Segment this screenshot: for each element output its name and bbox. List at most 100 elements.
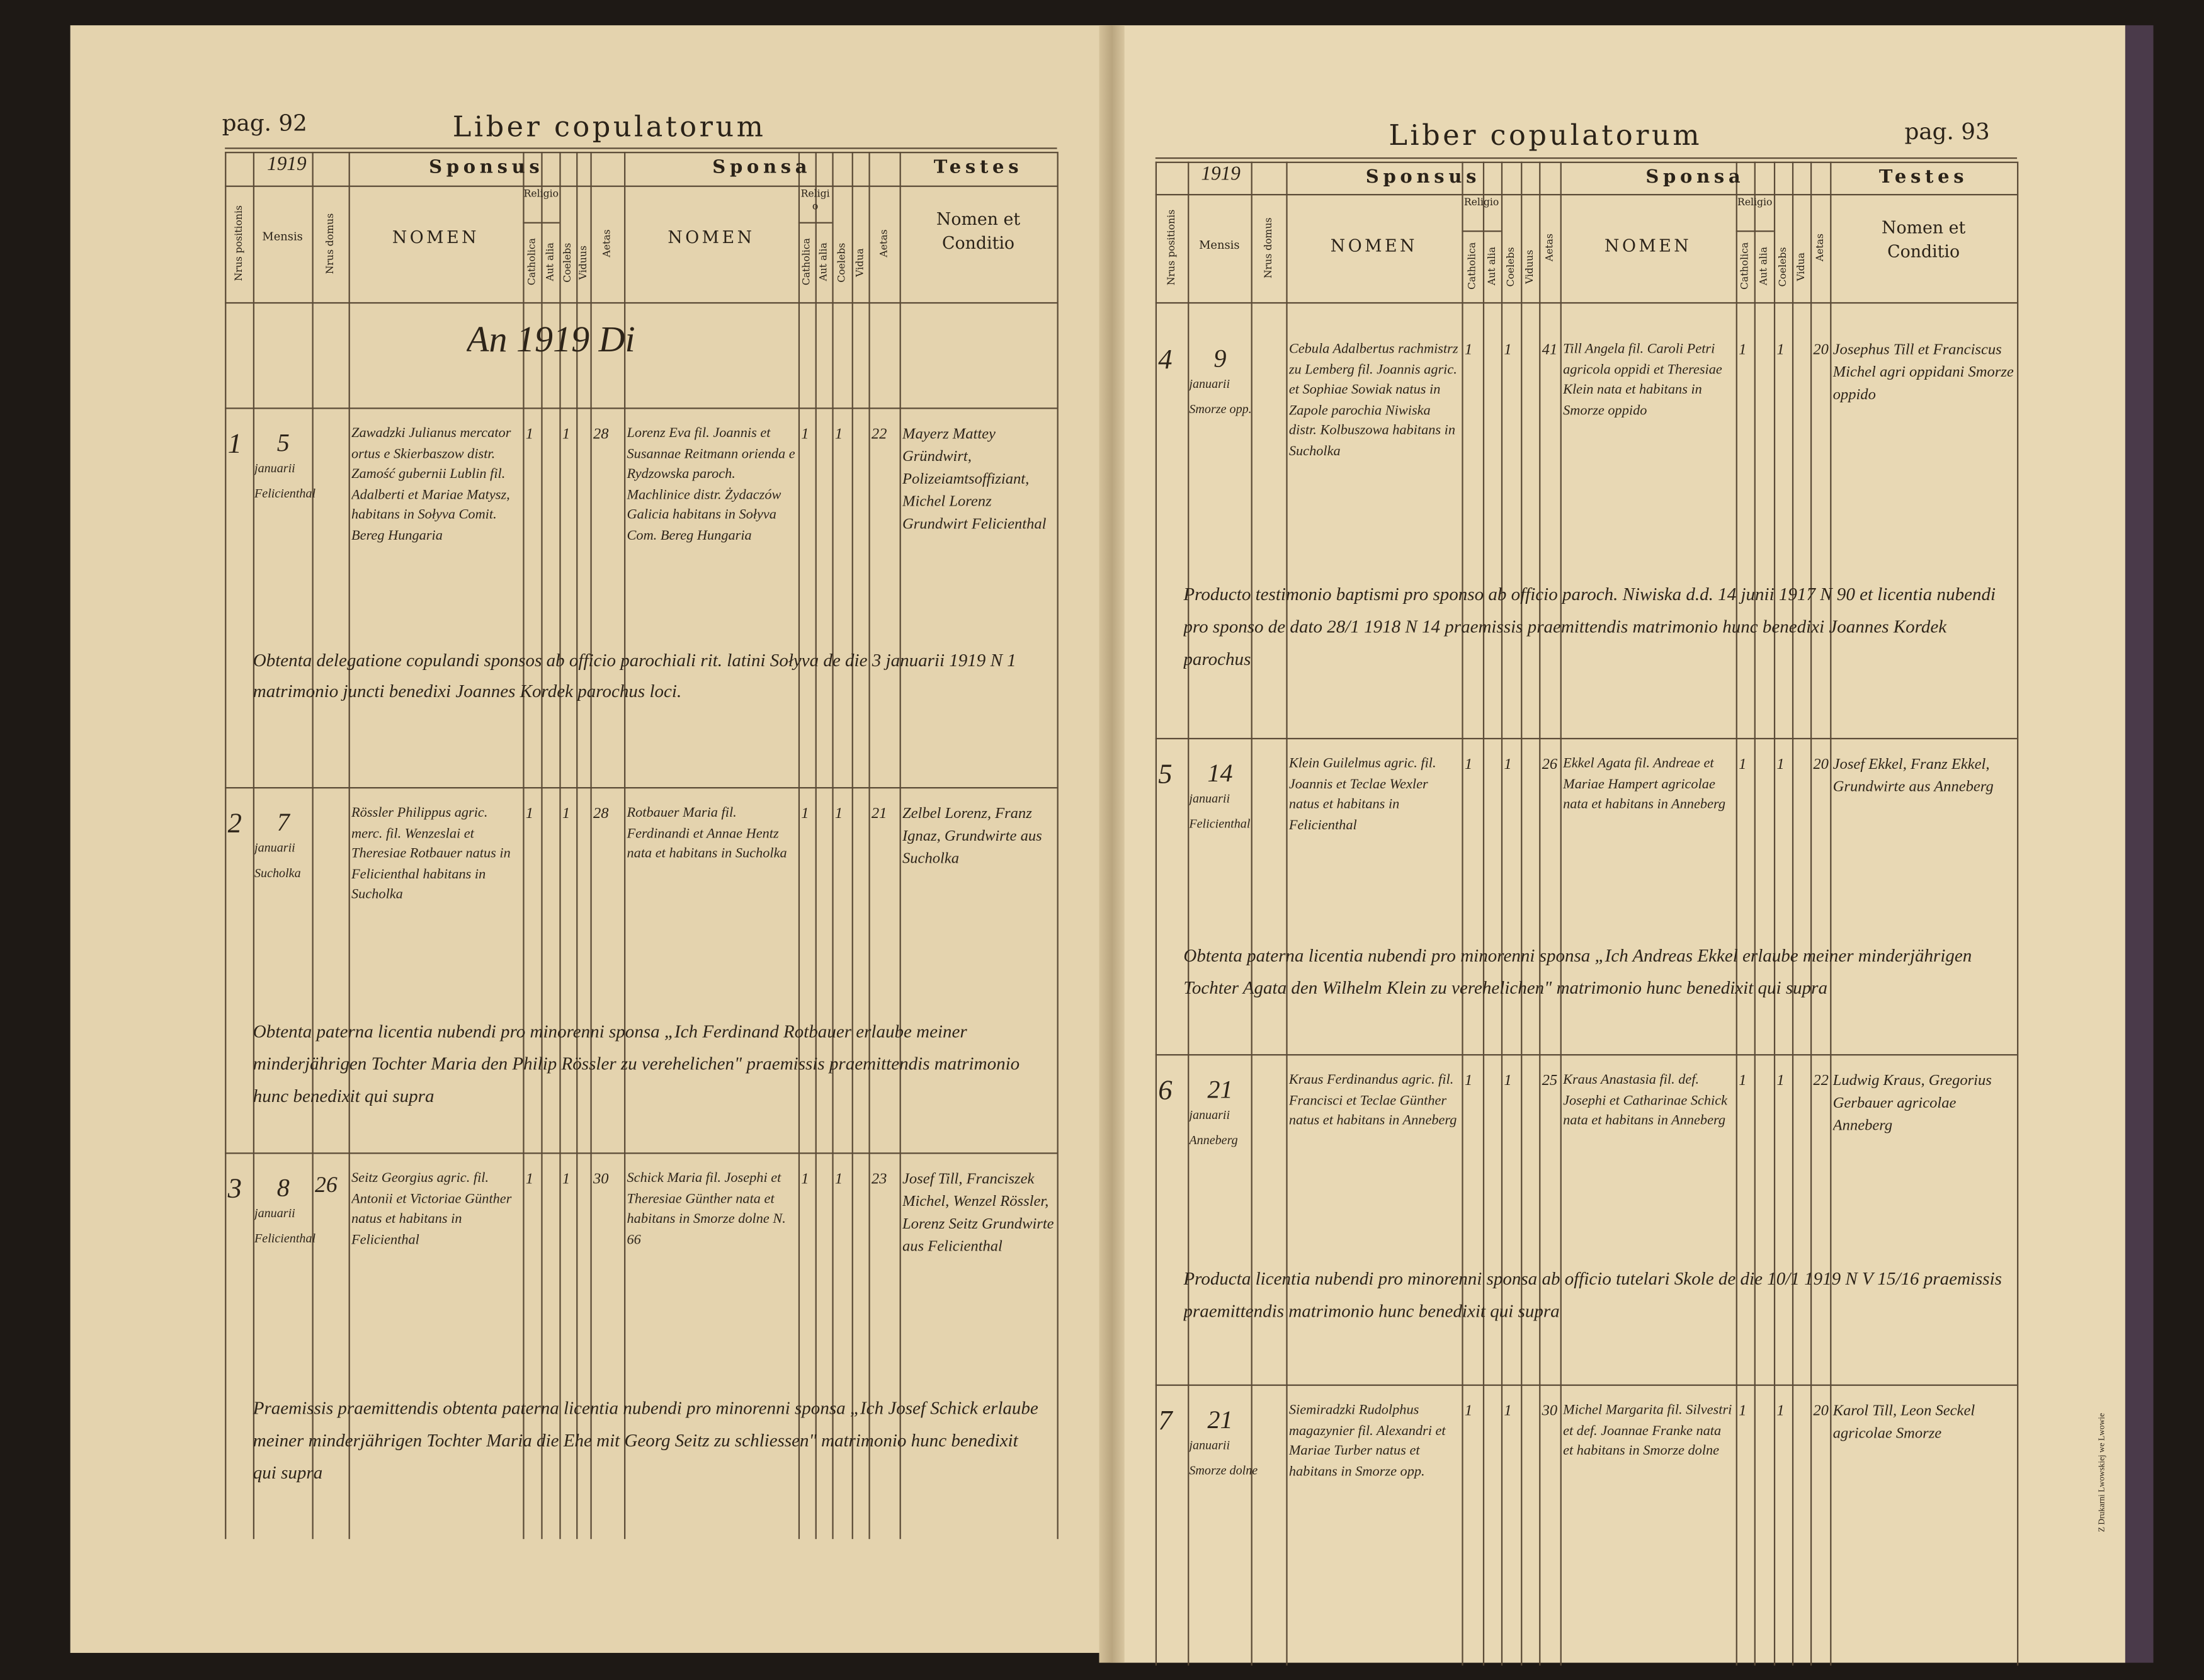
column-rule	[624, 152, 626, 1540]
entry-sponsa: Rotbauer Maria fil. Ferdinandi et Annae …	[627, 805, 787, 862]
entry-sponsa-coelebs: 1	[834, 1171, 843, 1188]
column-header: Aetas	[878, 230, 890, 258]
entry-sponsus-aetas: 30	[593, 1171, 609, 1188]
column-header: Catholica	[526, 238, 538, 286]
entry-rule	[1155, 737, 2018, 740]
entry-month: januarii	[254, 1206, 295, 1220]
entry-sponsus-aetas: 28	[593, 805, 609, 822]
column-header: Coelebs	[836, 242, 848, 282]
column-header: Mensis	[1199, 239, 1240, 252]
religio-rule	[1462, 230, 1501, 232]
entry-place: Felicienthal	[254, 486, 316, 501]
entry-month: januarii	[1189, 377, 1230, 391]
row-rule	[225, 302, 1057, 304]
column-rule	[1735, 161, 1737, 1666]
column-rule	[576, 152, 578, 1540]
column-header: NOMEN	[392, 227, 480, 247]
row-rule	[1155, 161, 2018, 163]
column-rule	[1539, 161, 1541, 1666]
entry-rule	[225, 786, 1057, 789]
entry-sponsus-catholica: 1	[1464, 341, 1473, 359]
entry-note: Obtenta paterna licentia nubendi pro min…	[1183, 944, 1972, 997]
column-rule	[253, 152, 255, 1540]
double-rule	[1155, 157, 2018, 159]
entry-rule	[225, 1152, 1057, 1154]
entry-domus: 26	[314, 1173, 338, 1198]
entry-sponsa: Kraus Anastasia fil. def. Josephi et Cat…	[1563, 1072, 1728, 1129]
entry-sponsa-coelebs: 1	[1776, 756, 1785, 773]
entry-no: 2	[227, 808, 242, 839]
entry-month: januarii	[254, 461, 295, 475]
entry-sponsus-coelebs: 1	[562, 805, 571, 822]
entry-day: 9	[1213, 344, 1227, 373]
column-rule	[1810, 161, 1812, 1666]
entry-sponsa-coelebs: 1	[1776, 341, 1785, 359]
entry-month: januarii	[1189, 791, 1230, 805]
entry-sponsus-aetas: 26	[1542, 756, 1558, 773]
entry-rule	[1155, 1054, 2018, 1056]
column-rule	[2017, 161, 2019, 1666]
column-header: Vidua	[1795, 252, 1807, 281]
page-label: pag. 92	[222, 110, 307, 137]
entry-sponsa-catholica: 1	[1739, 1402, 1747, 1420]
entry-sponsus-coelebs: 1	[1504, 1402, 1512, 1420]
column-rule	[523, 152, 525, 1540]
entry-sponsa: Michel Margarita fil. Silvestri et def. …	[1563, 1402, 1732, 1459]
entry-month: januarii	[254, 840, 295, 855]
column-rule	[590, 152, 592, 1540]
column-header: NOMEN	[667, 227, 755, 247]
entry-rule	[225, 407, 1057, 409]
entry-sponsus: Zawadzki Julianus mercator ortus e Skier…	[351, 426, 511, 543]
entry-sponsus: Kraus Ferdinandus agric. fil. Francisci …	[1288, 1072, 1457, 1129]
entry-sponsa-catholica: 1	[801, 426, 809, 443]
entry-sponsus-coelebs: 1	[562, 426, 571, 443]
column-rule	[559, 152, 561, 1540]
page-label: pag. 93	[1904, 118, 1990, 145]
heading-line: An 1919 Di	[467, 319, 635, 360]
column-header: Nomen et Conditio	[936, 209, 1021, 253]
column-rule	[1792, 161, 1794, 1666]
entry-day: 14	[1207, 759, 1233, 787]
religio-header: Religio	[1737, 196, 1773, 208]
printer-note: Z Drukarni Lwowskiej we Lwowie	[2098, 1413, 2107, 1532]
religio-rule	[798, 222, 832, 224]
column-header: Nomen et Conditio	[1882, 217, 1966, 262]
column-header: Aut alia	[818, 242, 829, 281]
year: 1919	[1201, 164, 1241, 186]
entry-sponsa-aetas: 20	[1813, 756, 1829, 773]
entry-sponsa: Schick Maria fil. Josephi et Theresiae G…	[627, 1171, 786, 1247]
entry-note: Obtenta paterna licentia nubendi pro min…	[253, 1020, 1020, 1106]
entry-sponsus-aetas: 30	[1542, 1402, 1558, 1420]
row-rule	[1155, 302, 2018, 304]
entry-testes: Josephus Till et Franciscus Michel agri …	[1832, 341, 2014, 404]
entry-sponsus-coelebs: 1	[1504, 341, 1512, 359]
binding-edge	[2125, 25, 2154, 1663]
column-header: Mensis	[262, 230, 303, 244]
entry-sponsus-catholica: 1	[1464, 1402, 1473, 1420]
column-rule	[1501, 161, 1503, 1666]
entry-day: 21	[1207, 1075, 1233, 1104]
column-rule	[1773, 161, 1776, 1666]
column-rule	[1482, 161, 1485, 1666]
entry-sponsa-aetas: 20	[1813, 341, 1829, 359]
column-header: Coelebs	[1777, 246, 1789, 287]
group-header: Sponsa	[712, 157, 812, 179]
entry-sponsus: Cebula Adalbertus rachmistrz zu Lemberg …	[1288, 341, 1458, 459]
entry-sponsus-aetas: 25	[1542, 1072, 1558, 1089]
entry-sponsa-coelebs: 1	[1776, 1402, 1785, 1420]
column-rule	[1057, 152, 1059, 1540]
column-header: Nrus domus	[1263, 217, 1275, 279]
entry-day: 5	[276, 428, 290, 457]
entry-month: januarii	[1189, 1438, 1230, 1452]
gutter	[1099, 25, 1125, 1663]
entry-sponsa-aetas: 22	[871, 426, 887, 443]
entry-day: 8	[276, 1173, 290, 1202]
entry-no: 1	[227, 428, 242, 460]
entry-note: Obtenta delegatione copulandi sponsos ab…	[253, 649, 1016, 702]
entry-no: 3	[227, 1173, 242, 1205]
religio-header: Religio	[800, 188, 830, 213]
right-page	[1110, 25, 2125, 1663]
entry-sponsus-catholica: 1	[1464, 756, 1473, 773]
entry-sponsa-catholica: 1	[1739, 1072, 1747, 1089]
